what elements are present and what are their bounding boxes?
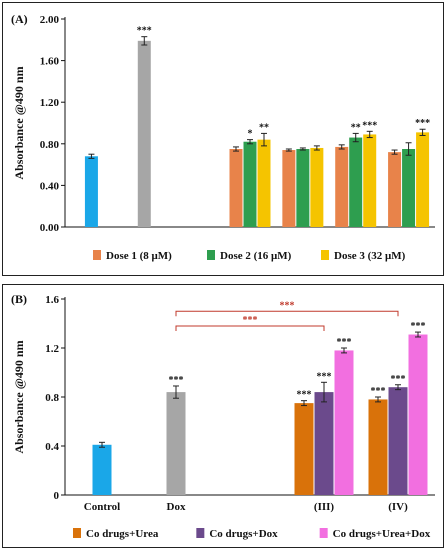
legend-swatch	[73, 528, 81, 538]
chart-a: (A) Absorbance @490 nm 0.00 0.40 0.80 1.20 1.6…	[11, 12, 435, 262]
significance-label: ***	[391, 374, 406, 385]
y-tick-label: 0.4	[45, 441, 59, 453]
bar	[335, 146, 349, 227]
y-tick-label: 0	[54, 490, 60, 502]
y-tick-label: 0.80	[40, 139, 60, 151]
y-axis-label: Absorbance @490 nm	[12, 66, 26, 179]
legend-label: Co drugs+Urea	[86, 528, 159, 540]
bar	[84, 156, 98, 227]
panel-label: (B)	[11, 292, 27, 306]
significance-label: ***	[362, 120, 377, 131]
bar	[257, 139, 271, 227]
bar	[402, 149, 416, 227]
legend-label: Dose 3 (32 μM)	[334, 250, 406, 262]
x-tick-label: (IV)	[388, 501, 408, 513]
y-tick-label: 2.00	[40, 14, 60, 26]
bar	[296, 149, 310, 227]
y-tick-label: 0.00	[40, 222, 60, 234]
y-axis-label: Absorbance @490 nm	[12, 340, 26, 453]
chart-b: (B) Absorbance @490 nm 0 0.4 0.8 1.2 1.6 *** ***…	[11, 292, 435, 540]
significance-bracket	[175, 325, 325, 331]
x-tick-label: Dox	[167, 501, 186, 513]
y-tick-label: 1.20	[40, 97, 60, 109]
legend-swatch	[319, 528, 328, 538]
bar	[416, 132, 430, 227]
bar	[363, 134, 377, 227]
bar	[137, 40, 151, 228]
bar	[388, 387, 408, 495]
y-tick-label: 1.2	[45, 343, 59, 355]
legend-label: Co drugs+Urea+Dox	[333, 528, 431, 540]
bracket-label: ***	[243, 315, 258, 326]
legend-swatch	[321, 250, 329, 260]
panel-label: (A)	[11, 12, 28, 26]
bar	[92, 444, 112, 495]
bracket-label: ***	[280, 300, 295, 311]
bar	[282, 150, 296, 227]
legend-swatch	[93, 250, 101, 260]
significance-label: ***	[415, 118, 430, 129]
bar	[166, 392, 186, 495]
y-tick-label: 1.6	[45, 294, 59, 306]
significance-label: **	[259, 122, 269, 133]
significance-label: ***	[411, 321, 426, 332]
panel-b: (B) Absorbance @490 nm 0 0.4 0.8 1.2 1.6 *** ***…	[2, 284, 444, 548]
x-tick-label: Control	[84, 501, 120, 513]
bar	[368, 399, 388, 495]
significance-label: ***	[169, 375, 184, 386]
bar	[349, 137, 363, 227]
significance-label: **	[351, 122, 361, 133]
significance-label: ***	[297, 390, 312, 401]
legend-label: Dose 1 (8 μM)	[106, 250, 172, 262]
legend-label: Co drugs+Dox	[209, 528, 278, 540]
legend-swatch	[196, 528, 205, 538]
significance-label: ***	[317, 371, 332, 382]
y-tick-label: 1.60	[40, 56, 60, 68]
legend-label: Dose 2 (16 μM)	[220, 250, 292, 262]
bar	[310, 147, 324, 227]
bar	[243, 141, 257, 227]
bar	[388, 152, 402, 227]
bar	[408, 334, 428, 495]
bar	[294, 403, 314, 495]
bar	[334, 350, 354, 495]
bar	[229, 149, 243, 227]
significance-label: ***	[371, 386, 386, 397]
y-tick-label: 0.40	[40, 180, 60, 192]
panel-a: (A) Absorbance @490 nm 0.00 0.40 0.80 1.20 1.6…	[2, 2, 444, 276]
significance-bracket	[175, 310, 399, 317]
legend-swatch	[207, 250, 215, 260]
significance-label: ***	[137, 26, 152, 37]
significance-label: ***	[337, 337, 352, 348]
bar	[314, 392, 334, 495]
x-tick-label: (III)	[314, 501, 335, 513]
significance-label: *	[248, 129, 253, 140]
y-tick-label: 0.8	[45, 392, 59, 404]
